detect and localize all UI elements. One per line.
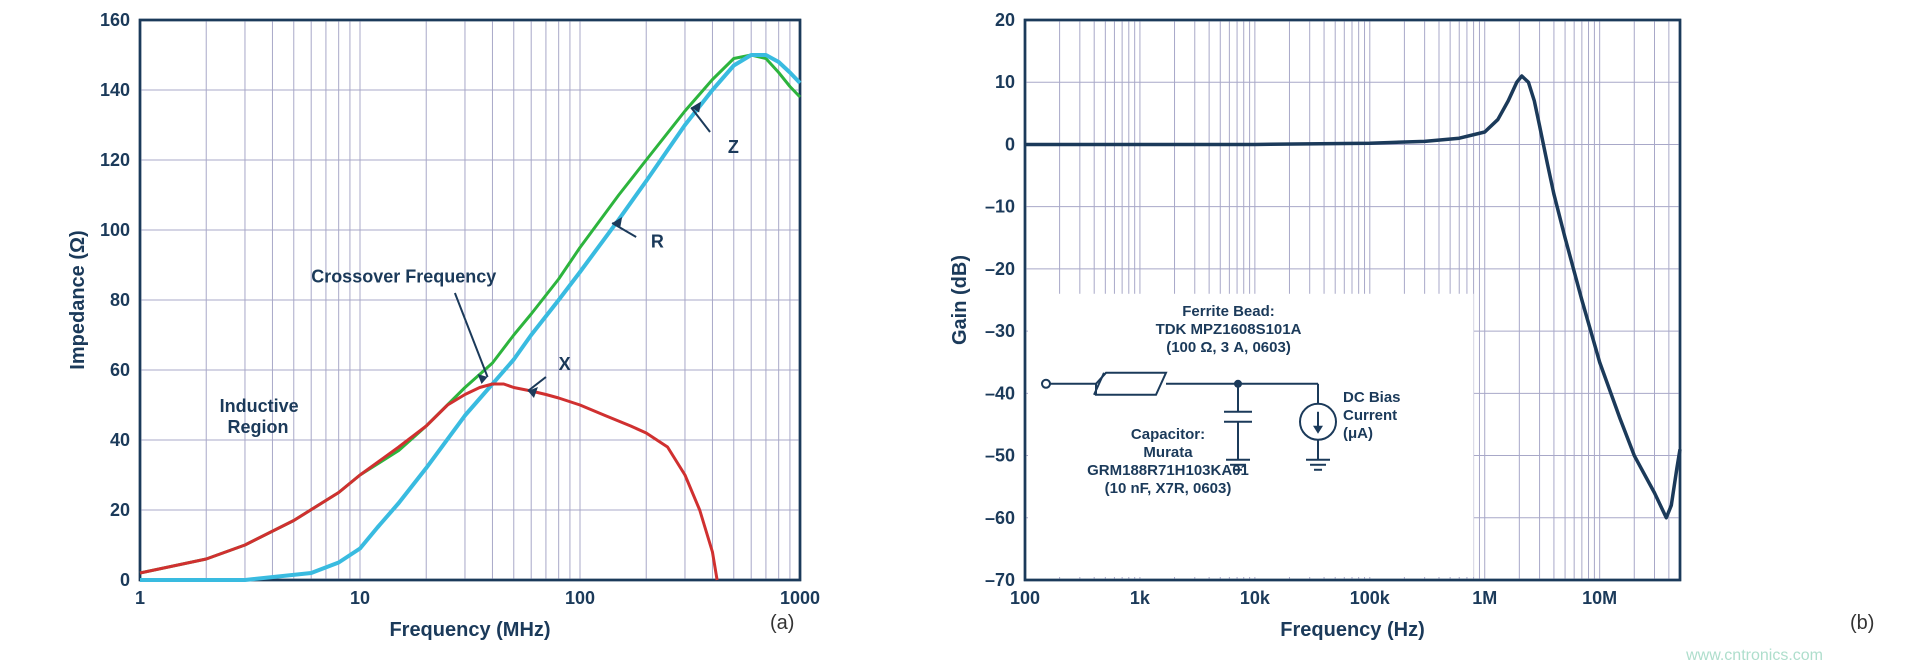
svg-text:–30: –30 (985, 321, 1015, 341)
chart-a: 0 20 40 60 80 100 120 140 160 1 10 100 1000 Frequency… (60, 10, 820, 670)
svg-text:–70: –70 (985, 570, 1015, 590)
svg-text:Inductive: Inductive (220, 396, 299, 416)
chart-a-svg: 0 20 40 60 80 100 120 140 160 1 10 100 1000 Frequency… (60, 10, 820, 650)
panel-label-b: (b) (1850, 612, 1874, 635)
svg-text:(10 nF, X7R, 0603): (10 nF, X7R, 0603) (1105, 480, 1232, 497)
svg-text:0: 0 (1005, 134, 1015, 154)
svg-text:160: 160 (100, 10, 130, 30)
svg-text:–40: –40 (985, 383, 1015, 403)
svg-text:–10: –10 (985, 197, 1015, 217)
chart-b: –70 –60 –50 –40 –30 –20 –10 0 10 20 100 1k 10k 100k 1M… (940, 10, 1700, 670)
svg-text:Region: Region (228, 417, 289, 437)
svg-text:Z: Z (728, 137, 739, 157)
svg-text:140: 140 (100, 80, 130, 100)
svg-text:60: 60 (110, 360, 130, 380)
svg-text:100: 100 (565, 588, 595, 608)
svg-text:80: 80 (110, 290, 130, 310)
svg-text:Murata: Murata (1143, 444, 1193, 461)
svg-text:Ferrite Bead:: Ferrite Bead: (1182, 303, 1275, 320)
svg-text:1k: 1k (1130, 588, 1151, 608)
svg-text:0: 0 (120, 570, 130, 590)
svg-text:100k: 100k (1350, 588, 1391, 608)
svg-text:Capacitor:: Capacitor: (1131, 426, 1205, 443)
svg-text:GRM188R71H103KA01: GRM188R71H103KA01 (1087, 462, 1249, 479)
svg-text:X: X (559, 354, 571, 374)
svg-text:(100 Ω, 3 A, 0603): (100 Ω, 3 A, 0603) (1166, 339, 1291, 356)
svg-text:1: 1 (135, 588, 145, 608)
svg-text:–60: –60 (985, 508, 1015, 528)
svg-text:Frequency (MHz): Frequency (MHz) (389, 619, 550, 641)
svg-text:100: 100 (1010, 588, 1040, 608)
watermark: www.cntronics.com (1686, 647, 1823, 665)
svg-text:120: 120 (100, 150, 130, 170)
svg-text:(μA): (μA) (1343, 425, 1373, 442)
svg-text:20: 20 (995, 10, 1015, 30)
svg-text:40: 40 (110, 430, 130, 450)
chart-b-svg: –70 –60 –50 –40 –30 –20 –10 0 10 20 100 1k 10k 100k 1M… (940, 10, 1700, 650)
svg-text:R: R (651, 232, 664, 252)
svg-text:1M: 1M (1472, 588, 1497, 608)
svg-text:10M: 10M (1582, 588, 1617, 608)
svg-text:TDK MPZ1608S101A: TDK MPZ1608S101A (1156, 321, 1302, 338)
svg-text:10: 10 (350, 588, 370, 608)
svg-text:Crossover Frequency: Crossover Frequency (311, 267, 496, 287)
svg-text:100: 100 (100, 220, 130, 240)
svg-text:10k: 10k (1240, 588, 1271, 608)
svg-text:20: 20 (110, 500, 130, 520)
svg-text:Gain (dB): Gain (dB) (949, 255, 971, 345)
svg-text:Impedance (Ω): Impedance (Ω) (67, 230, 89, 369)
svg-text:Frequency (Hz): Frequency (Hz) (1280, 619, 1424, 641)
svg-text:10: 10 (995, 72, 1015, 92)
svg-text:–20: –20 (985, 259, 1015, 279)
svg-text:DC Bias: DC Bias (1343, 389, 1401, 406)
svg-text:–50: –50 (985, 446, 1015, 466)
page: 0204060801001201401601101001000Frequency… (0, 0, 1913, 670)
svg-text:Current: Current (1343, 407, 1397, 424)
svg-text:1000: 1000 (780, 588, 820, 608)
panel-label-a: (a) (770, 612, 794, 635)
